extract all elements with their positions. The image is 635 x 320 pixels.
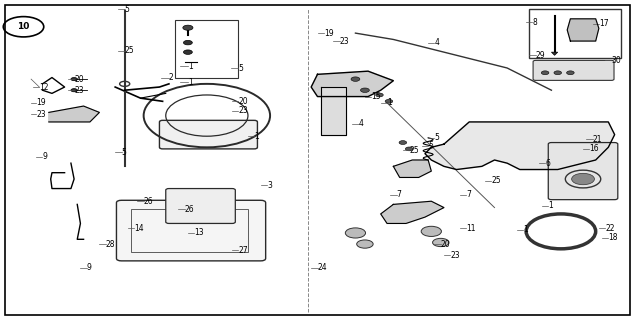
Circle shape [351, 77, 360, 81]
Text: 4: 4 [434, 38, 439, 47]
Text: 1: 1 [523, 225, 528, 234]
Circle shape [71, 89, 77, 92]
Text: 3: 3 [267, 181, 272, 190]
Text: 21: 21 [592, 135, 602, 144]
Polygon shape [381, 201, 444, 223]
Circle shape [572, 173, 594, 185]
Text: 6: 6 [545, 159, 550, 168]
Circle shape [183, 25, 193, 30]
Text: 25: 25 [409, 146, 419, 155]
Text: 9: 9 [87, 263, 91, 272]
Text: 1: 1 [548, 202, 553, 211]
Polygon shape [393, 160, 431, 178]
Polygon shape [425, 122, 615, 170]
Text: 25: 25 [491, 176, 501, 185]
Text: 30: 30 [612, 56, 621, 65]
FancyBboxPatch shape [548, 142, 618, 200]
Text: 14: 14 [134, 224, 144, 233]
Text: 20: 20 [74, 75, 84, 84]
Bar [131, 209, 248, 252]
Text: 28: 28 [105, 240, 115, 249]
Text: 10: 10 [17, 22, 30, 31]
Circle shape [541, 71, 549, 75]
Text: 19: 19 [36, 99, 46, 108]
Text: 16: 16 [589, 144, 599, 153]
Bar [530, 9, 621, 59]
Polygon shape [321, 87, 346, 135]
Text: 13: 13 [194, 228, 204, 237]
Text: 7: 7 [466, 190, 471, 199]
Text: 24: 24 [318, 263, 327, 272]
Circle shape [357, 240, 373, 248]
Text: 1: 1 [188, 62, 192, 71]
Text: 15: 15 [371, 92, 381, 101]
Circle shape [184, 50, 192, 54]
Text: 12: 12 [39, 83, 49, 92]
Text: 23: 23 [239, 106, 248, 115]
Text: 27: 27 [239, 246, 248, 255]
Text: 11: 11 [466, 224, 476, 233]
Text: 20: 20 [239, 97, 248, 106]
FancyBboxPatch shape [166, 188, 236, 223]
Text: 5: 5 [124, 5, 130, 14]
Text: 26: 26 [144, 197, 153, 206]
Text: 8: 8 [533, 18, 537, 27]
Text: 9: 9 [43, 152, 48, 161]
Text: 1: 1 [188, 78, 192, 87]
Text: 5: 5 [121, 148, 126, 156]
Text: 4: 4 [359, 119, 363, 128]
Text: 1: 1 [254, 132, 259, 141]
Text: 5: 5 [428, 141, 433, 150]
Polygon shape [49, 106, 100, 122]
Text: 17: 17 [599, 19, 608, 28]
Polygon shape [551, 52, 558, 55]
Circle shape [376, 93, 384, 97]
FancyBboxPatch shape [116, 200, 265, 261]
Text: 7: 7 [396, 190, 401, 199]
Text: 23: 23 [450, 251, 460, 260]
Circle shape [421, 226, 441, 236]
Circle shape [399, 141, 406, 144]
Text: 23: 23 [36, 109, 46, 118]
Text: 2: 2 [169, 73, 174, 82]
Text: 23: 23 [340, 36, 349, 45]
Text: 5: 5 [434, 133, 439, 142]
Text: 26: 26 [185, 205, 194, 214]
Polygon shape [311, 71, 393, 97]
Circle shape [385, 100, 392, 103]
Circle shape [71, 77, 77, 81]
Text: 5: 5 [239, 63, 243, 73]
Bar [175, 20, 239, 77]
Text: 18: 18 [608, 233, 618, 242]
Text: 19: 19 [324, 28, 333, 38]
FancyBboxPatch shape [159, 120, 257, 149]
Circle shape [432, 238, 449, 247]
FancyBboxPatch shape [533, 60, 614, 80]
Text: 29: 29 [535, 51, 545, 60]
Circle shape [184, 40, 192, 45]
Circle shape [554, 71, 561, 75]
Circle shape [361, 88, 370, 92]
Text: 22: 22 [605, 224, 615, 233]
Text: 20: 20 [441, 240, 450, 249]
Circle shape [405, 147, 413, 151]
Circle shape [345, 228, 366, 238]
Circle shape [566, 71, 574, 75]
Text: 23: 23 [74, 86, 84, 95]
Text: 1: 1 [387, 99, 392, 108]
Text: 25: 25 [124, 46, 134, 55]
Polygon shape [567, 19, 599, 41]
